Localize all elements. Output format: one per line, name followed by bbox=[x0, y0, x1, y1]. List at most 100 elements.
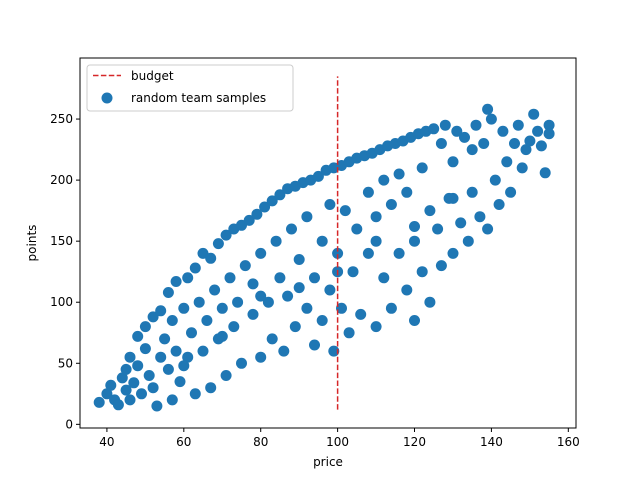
scatter-point bbox=[378, 272, 390, 284]
scatter-point bbox=[255, 351, 267, 363]
scatter-point bbox=[401, 284, 413, 296]
scatter-point bbox=[189, 388, 201, 400]
scatter-point bbox=[136, 388, 147, 400]
scatter-point bbox=[274, 272, 286, 284]
scatter-point bbox=[466, 186, 478, 198]
scatter-point bbox=[247, 278, 259, 290]
y-tick-label: 200 bbox=[50, 173, 73, 187]
scatter-point bbox=[132, 360, 144, 372]
y-axis-label: points bbox=[25, 225, 39, 262]
scatter-point bbox=[516, 162, 528, 174]
scatter-point bbox=[328, 345, 340, 357]
scatter-point bbox=[474, 211, 486, 223]
scatter-point bbox=[139, 343, 151, 355]
scatter-point bbox=[362, 247, 374, 259]
scatter-point bbox=[120, 384, 132, 396]
scatter-point bbox=[128, 377, 140, 389]
scatter-point bbox=[428, 123, 440, 135]
scatter-point bbox=[239, 260, 251, 272]
scatter-point bbox=[447, 247, 459, 259]
scatter-point bbox=[409, 315, 420, 326]
scatter-point bbox=[416, 162, 428, 174]
scatter-point bbox=[174, 376, 186, 388]
scatter-point bbox=[312, 170, 324, 182]
scatter-point bbox=[343, 327, 355, 339]
scatter-point bbox=[255, 290, 267, 302]
scatter-point bbox=[178, 360, 190, 372]
x-tick-label: 80 bbox=[253, 435, 268, 449]
scatter-point bbox=[293, 254, 305, 265]
scatter-point bbox=[409, 221, 420, 232]
scatter-point bbox=[266, 195, 278, 207]
scatter-point bbox=[505, 186, 517, 198]
legend-budget-label: budget bbox=[131, 69, 174, 83]
x-tick-label: 60 bbox=[176, 435, 191, 449]
scatter-point bbox=[347, 266, 359, 278]
scatter-point bbox=[432, 223, 444, 235]
scatter-point bbox=[162, 287, 174, 298]
scatter-point bbox=[193, 296, 205, 308]
scatter-point bbox=[447, 156, 459, 168]
y-tick-label: 250 bbox=[50, 112, 73, 126]
scatter-point bbox=[409, 235, 420, 247]
scatter-point bbox=[182, 351, 194, 363]
scatter-point bbox=[543, 128, 555, 140]
scatter-point bbox=[520, 144, 532, 156]
scatter-point bbox=[105, 379, 117, 391]
scatter-point bbox=[497, 125, 509, 137]
scatter-point bbox=[485, 113, 497, 125]
scatter-point bbox=[170, 276, 182, 287]
scatter-point bbox=[455, 217, 467, 229]
scatter-point bbox=[466, 144, 478, 156]
scatter-point bbox=[435, 260, 447, 272]
scatter-point bbox=[124, 394, 136, 406]
y-ticks: 0 50 100 150 200 250 bbox=[50, 112, 80, 431]
scatter-point bbox=[286, 223, 297, 235]
scatter-point bbox=[155, 305, 167, 317]
scatter-point bbox=[478, 138, 490, 149]
scatter-point bbox=[243, 214, 255, 226]
scatter-point bbox=[424, 205, 436, 217]
scatter-point bbox=[270, 235, 282, 247]
scatter-point bbox=[232, 296, 244, 308]
scatter-point bbox=[543, 119, 555, 131]
scatter-point bbox=[209, 284, 221, 296]
scatter-point bbox=[255, 247, 267, 259]
scatter-point bbox=[205, 382, 217, 394]
scatter-point bbox=[189, 262, 201, 274]
scatter-point bbox=[205, 252, 217, 264]
y-tick-label: 100 bbox=[50, 295, 73, 309]
scatter-point bbox=[332, 247, 344, 259]
scatter-point bbox=[220, 229, 232, 241]
scatter-point bbox=[439, 119, 451, 131]
scatter-point bbox=[197, 345, 209, 357]
points-layer bbox=[93, 103, 555, 412]
scatter-point bbox=[351, 223, 363, 235]
scatter-point bbox=[385, 302, 397, 314]
scatter-point bbox=[512, 119, 524, 131]
scatter-point bbox=[132, 330, 144, 342]
scatter-point bbox=[155, 351, 167, 363]
scatter-point bbox=[462, 235, 474, 247]
scatter-point bbox=[470, 119, 482, 131]
scatter-point bbox=[166, 394, 178, 406]
scatter-point bbox=[489, 174, 501, 186]
scatter-point bbox=[147, 382, 159, 394]
scatter-point bbox=[447, 192, 459, 204]
scatter-point bbox=[435, 138, 447, 149]
scatter-point bbox=[355, 308, 367, 320]
scatter-point bbox=[259, 201, 271, 213]
scatter-point bbox=[143, 370, 155, 381]
scatter-point bbox=[509, 138, 520, 149]
legend-samples-label: random team samples bbox=[131, 91, 266, 105]
x-tick-label: 140 bbox=[480, 435, 503, 449]
scatter-point bbox=[293, 282, 305, 294]
scatter-point bbox=[535, 140, 547, 152]
scatter-point bbox=[316, 235, 328, 247]
scatter-point bbox=[216, 302, 228, 314]
scatter-point bbox=[101, 388, 113, 400]
scatter-point bbox=[309, 339, 320, 351]
scatter-point bbox=[212, 238, 224, 250]
x-ticks: 40 60 80 100 120 140 160 bbox=[99, 428, 580, 449]
